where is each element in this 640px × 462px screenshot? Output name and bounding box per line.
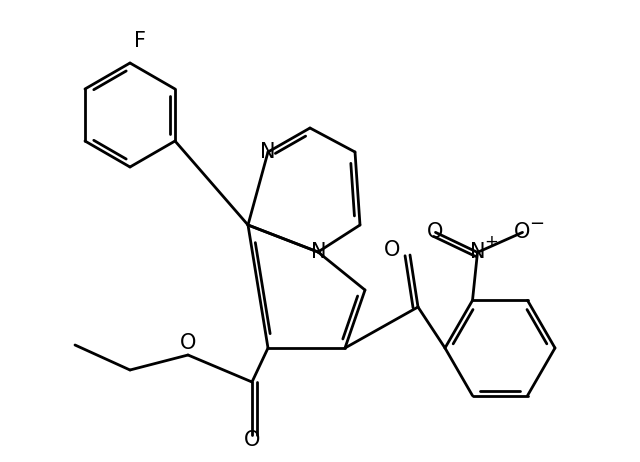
Text: −: − xyxy=(529,215,544,233)
Text: O: O xyxy=(515,222,531,243)
Text: O: O xyxy=(244,430,260,450)
Text: O: O xyxy=(384,240,400,260)
Text: O: O xyxy=(428,222,444,243)
Text: F: F xyxy=(134,31,146,51)
Text: N: N xyxy=(470,243,485,262)
Text: N: N xyxy=(260,142,276,162)
Text: +: + xyxy=(484,233,499,251)
Text: N: N xyxy=(311,242,327,262)
Text: O: O xyxy=(180,333,196,353)
